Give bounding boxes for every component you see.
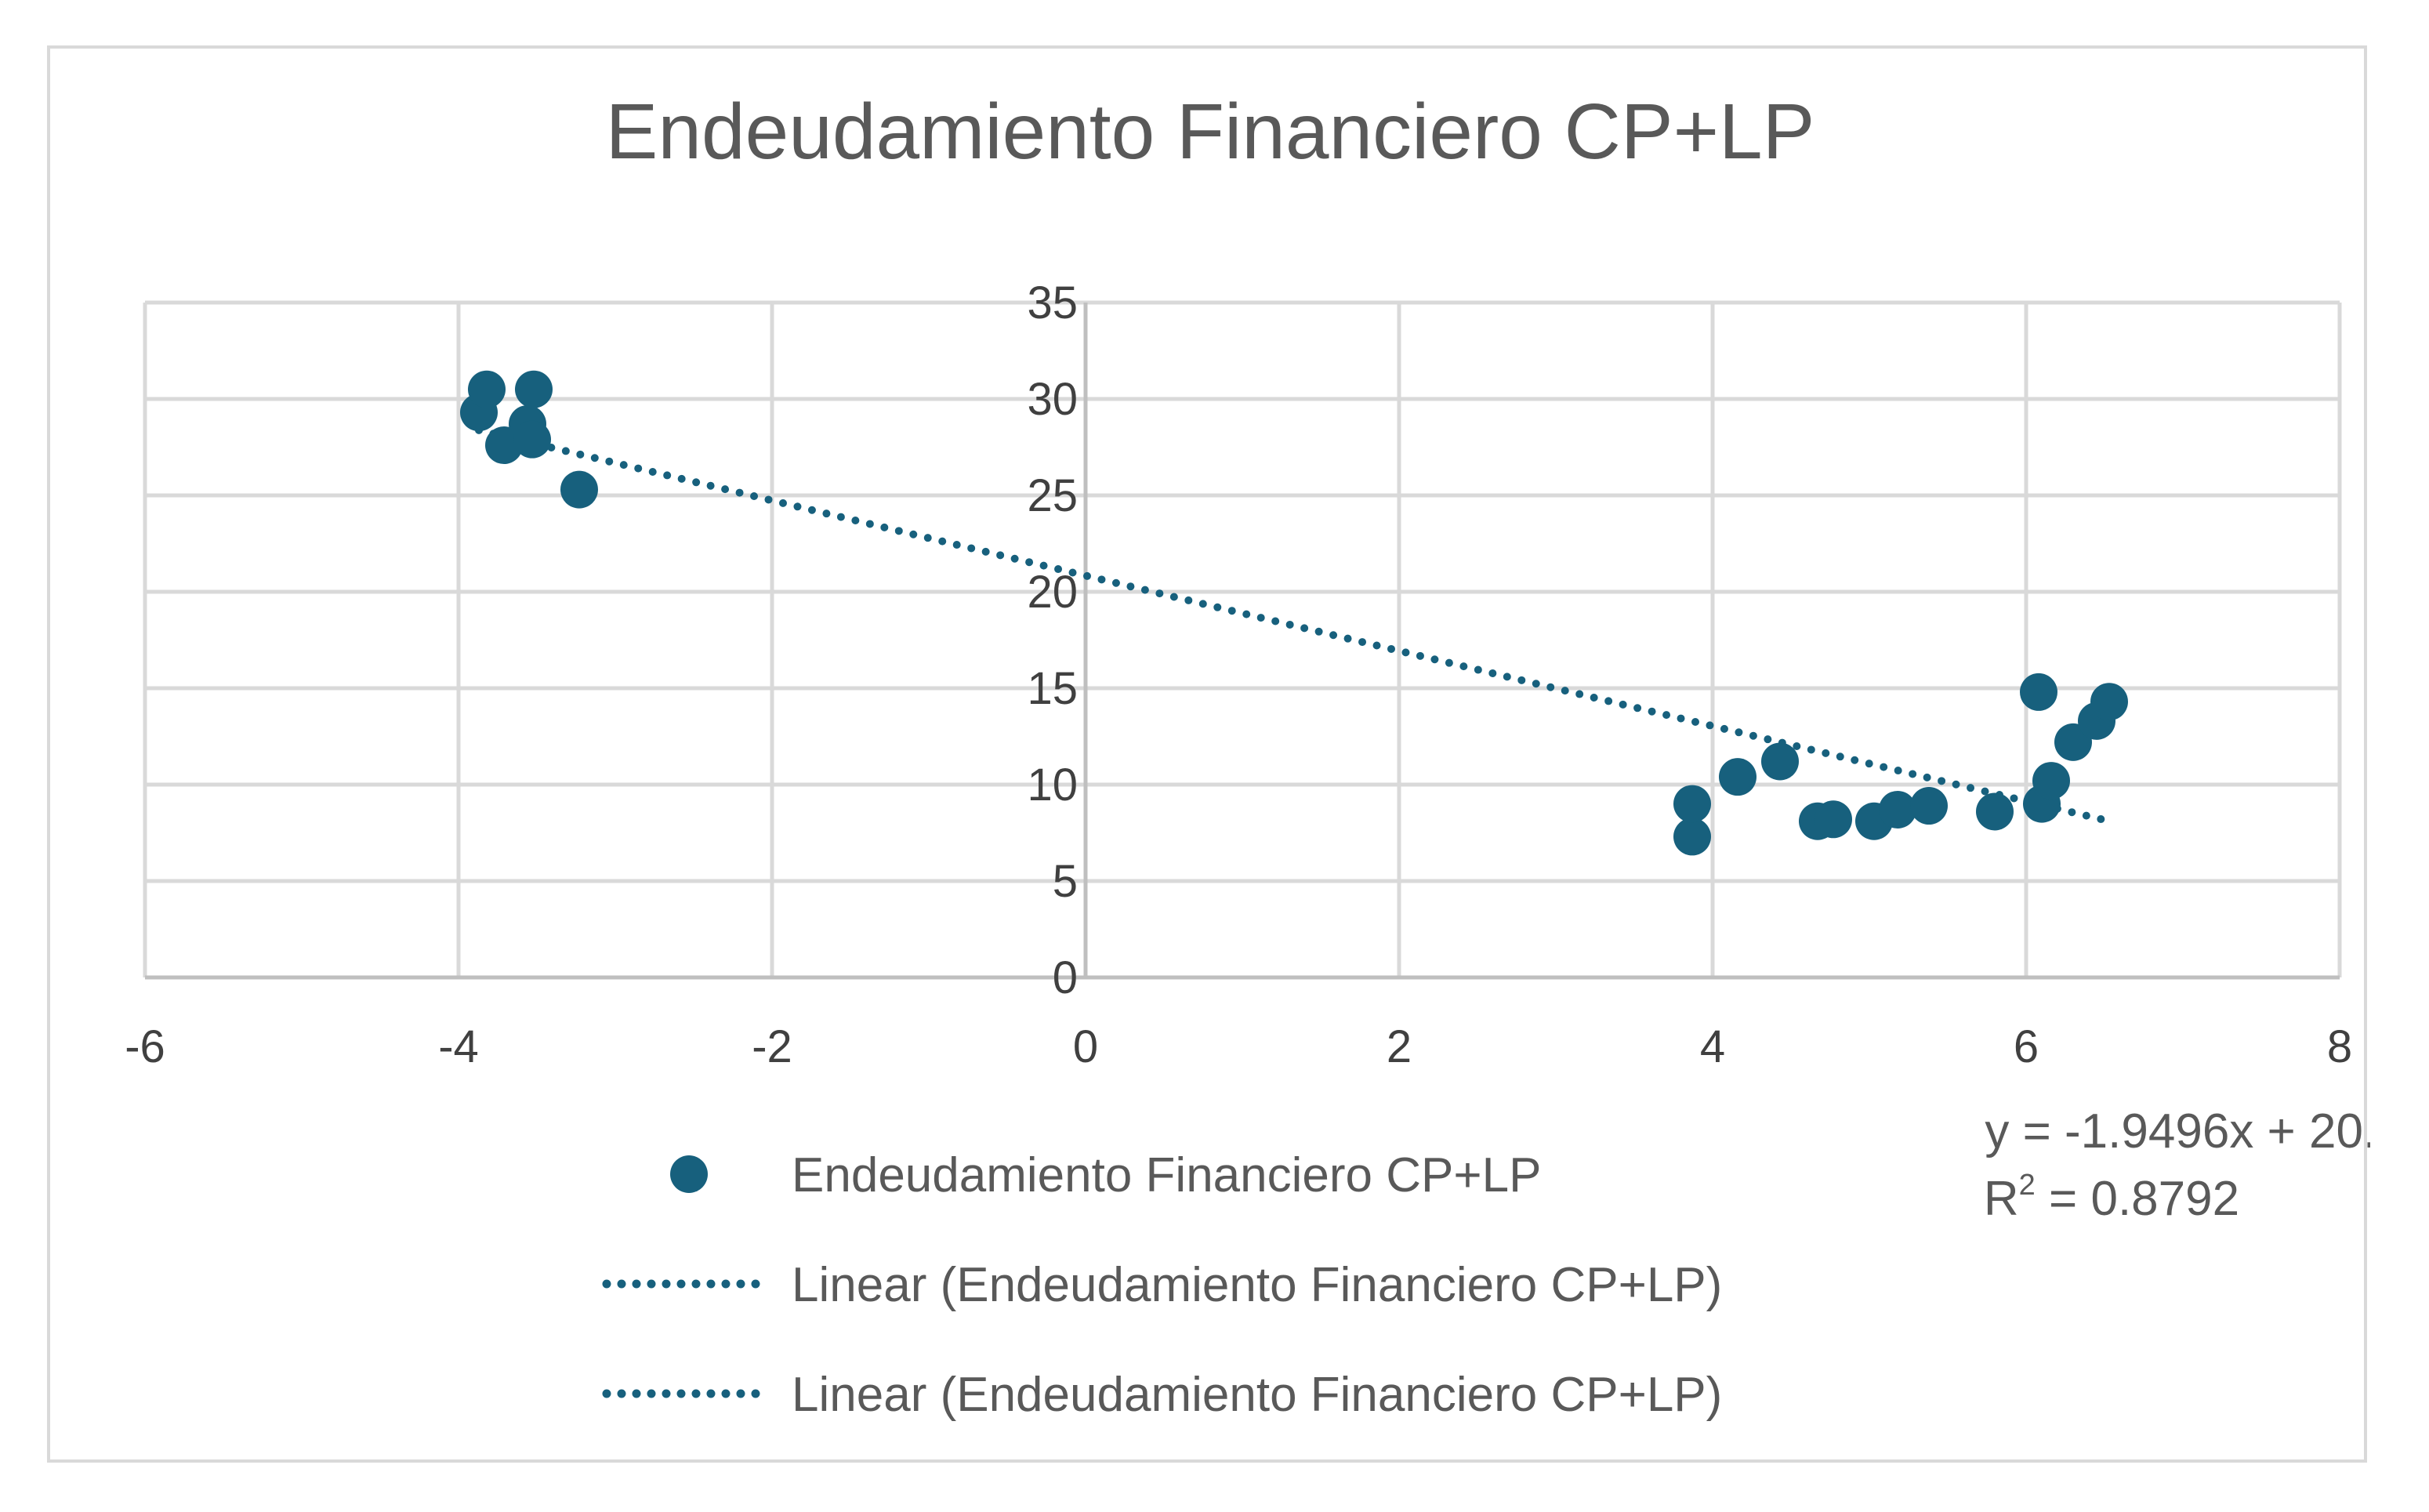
y-tick-label: 30	[1027, 374, 1078, 425]
y-tick-label: 5	[1053, 856, 1078, 907]
chart-frame: Endeudamiento Financiero CP+LP -6 -4 -2 0 2 4…	[47, 45, 2370, 1463]
data-point	[2020, 673, 2057, 711]
x-tick-label: 6	[2014, 1021, 2039, 1072]
data-point	[1879, 790, 1916, 829]
axes	[145, 303, 2340, 980]
x-tick-label: -2	[752, 1021, 792, 1072]
data-point	[1673, 785, 1711, 823]
x-tick-label: 0	[1073, 1021, 1098, 1072]
x-tick-label: -4	[438, 1021, 479, 1072]
data-point	[1910, 787, 1948, 825]
y-tick-label: 25	[1027, 470, 1078, 521]
trendline-layer	[475, 426, 2113, 825]
trendline	[475, 426, 2113, 825]
data-point	[2032, 762, 2070, 800]
trendline-equation: y = -1.9496x + 20.836	[1985, 1104, 2370, 1158]
y-tick-label: 35	[1027, 277, 1078, 328]
data-point	[468, 370, 506, 408]
legend-label-linear-1: Linear (Endeudamiento Financiero CP+LP)	[792, 1258, 1722, 1312]
x-tick-label: 8	[2327, 1021, 2352, 1072]
legend-marker-icon	[670, 1155, 708, 1193]
y-tick-label: 20	[1027, 567, 1078, 618]
x-tick-label: -6	[125, 1021, 165, 1072]
data-point	[560, 470, 598, 509]
data-point	[1719, 758, 1756, 796]
y-tick-label: 15	[1027, 663, 1078, 714]
gridlines	[143, 300, 2342, 977]
y-tick-label: 0	[1053, 952, 1078, 1003]
x-tick-label: 4	[1700, 1021, 1725, 1072]
chart-title: Endeudamiento Financiero CP+LP	[606, 88, 1815, 176]
data-point	[2090, 683, 2128, 721]
y-tick-label: 10	[1027, 760, 1078, 810]
r-squared-value: = 0.8792	[2036, 1172, 2239, 1226]
chart-svg: Endeudamiento Financiero CP+LP -6 -4 -2 0 2 4…	[125, 88, 2370, 1422]
r-squared-exponent: 2	[2019, 1169, 2036, 1202]
x-tick-labels: -6 -4 -2 0 2 4 6 8	[125, 1021, 2352, 1072]
data-point	[1761, 742, 1799, 781]
legend-label-series: Endeudamiento Financiero CP+LP	[792, 1148, 1541, 1202]
legend-label-linear-2: Linear (Endeudamiento Financiero CP+LP)	[792, 1368, 1722, 1422]
data-points	[460, 370, 2128, 856]
legend: Endeudamiento Financiero CP+LP Linear (E…	[602, 1148, 1722, 1422]
y-tick-labels: 0 5 10 15 20 25 30 35	[1027, 277, 1078, 1003]
r-squared-letter: R	[1984, 1172, 2019, 1226]
x-tick-label: 2	[1387, 1021, 1412, 1072]
r-squared-label: R2 = 0.8792	[1984, 1169, 2239, 1226]
data-point	[1673, 818, 1711, 856]
data-point	[513, 420, 551, 459]
data-point	[515, 370, 553, 408]
data-point	[1814, 800, 1852, 839]
data-point	[1976, 792, 2014, 831]
